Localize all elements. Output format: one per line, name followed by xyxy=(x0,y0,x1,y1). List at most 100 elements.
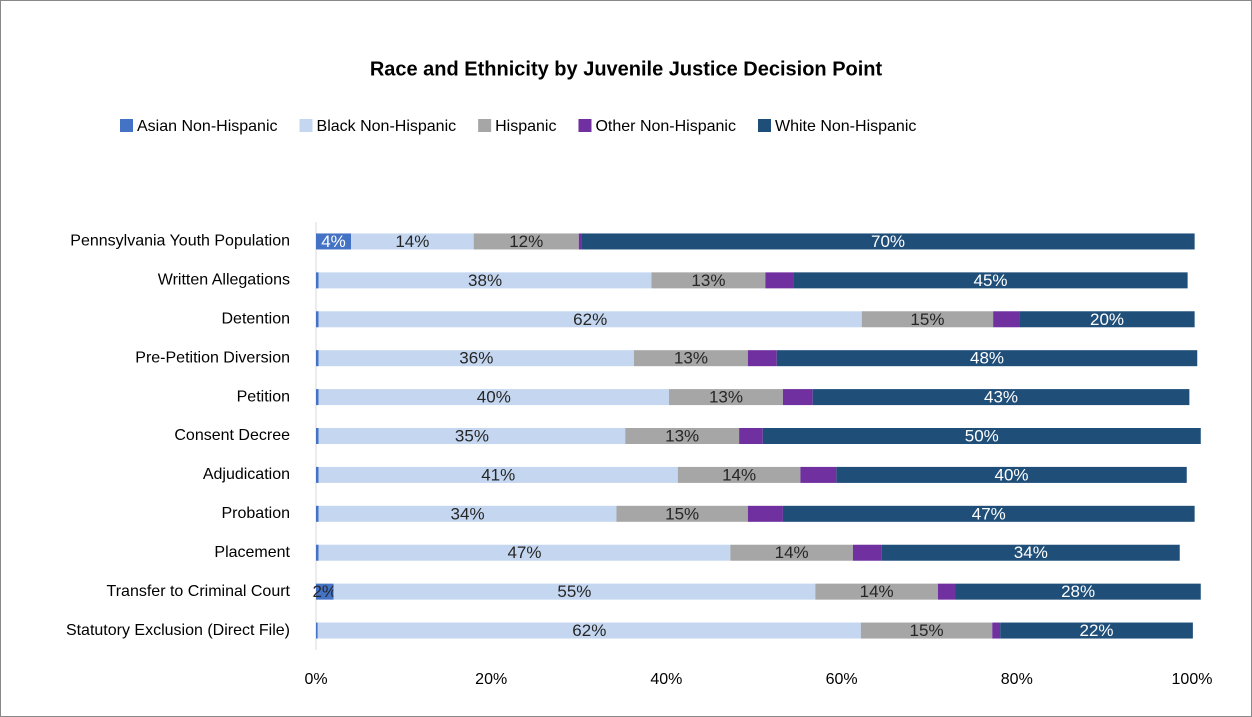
x-tick-label: 0% xyxy=(304,671,327,688)
bar-segment xyxy=(318,466,678,483)
y-tick-label: Detention xyxy=(222,310,291,327)
y-tick-label: Petition xyxy=(237,388,290,405)
bar-segment xyxy=(316,311,319,328)
y-tick-label: Placement xyxy=(214,544,290,561)
bar-segment xyxy=(765,272,794,289)
y-tick-label: Pennsylvania Youth Population xyxy=(70,233,290,250)
bar-segment xyxy=(316,389,319,406)
legend-label: Other Non-Hispanic xyxy=(595,118,736,135)
data-label: 2% xyxy=(312,582,337,601)
data-label: 34% xyxy=(451,504,485,523)
bar-segment xyxy=(739,428,763,444)
data-label: 38% xyxy=(468,271,502,290)
legend-swatch xyxy=(578,119,592,132)
data-label: 14% xyxy=(860,582,894,601)
legend-swatch xyxy=(120,119,133,132)
bar-segment xyxy=(677,466,801,483)
bar-segment xyxy=(852,544,882,561)
bar-segment xyxy=(762,428,1201,444)
bar-segment xyxy=(815,583,938,600)
bar-segment xyxy=(1019,311,1195,328)
legend-swatch xyxy=(478,119,492,132)
bar-segment xyxy=(316,505,319,522)
data-label: 43% xyxy=(984,388,1018,407)
data-label: 62% xyxy=(572,621,606,640)
bar-segment xyxy=(836,466,1187,483)
bar-segment xyxy=(1000,622,1193,639)
y-tick-label: Consent Decree xyxy=(174,427,290,444)
bar-segment xyxy=(793,272,1188,289)
data-label: 12% xyxy=(509,232,543,251)
bar-segment xyxy=(317,622,861,639)
bar-segment xyxy=(633,350,748,367)
bar-segment xyxy=(992,622,1001,639)
bar-segment xyxy=(473,233,579,250)
data-label: 14% xyxy=(395,232,429,251)
data-label: 15% xyxy=(910,310,944,329)
bar-segment xyxy=(316,583,334,600)
bar-segment xyxy=(782,389,813,406)
data-label: 14% xyxy=(722,465,756,484)
bar-segment xyxy=(316,350,319,367)
data-label: 13% xyxy=(691,271,725,290)
bar-segment xyxy=(861,311,994,328)
bar-segment xyxy=(776,350,1198,367)
data-label: 50% xyxy=(965,426,999,445)
data-label: 20% xyxy=(1090,310,1124,329)
bar-segment xyxy=(860,622,993,639)
bar-segment xyxy=(993,311,1020,328)
data-label: 70% xyxy=(871,232,905,251)
bar-segment xyxy=(351,233,474,250)
bar-segment xyxy=(747,350,777,367)
bar-segment xyxy=(730,544,853,561)
bar-segment xyxy=(333,583,816,600)
data-label: 14% xyxy=(775,543,809,562)
data-label: 34% xyxy=(1014,543,1048,562)
y-tick-label: Written Allegations xyxy=(158,272,290,289)
bar-segment xyxy=(316,544,319,561)
x-tick-label: 20% xyxy=(475,671,507,688)
legend-label: Asian Non-Hispanic xyxy=(137,118,278,135)
data-label: 13% xyxy=(665,426,699,445)
data-label: 40% xyxy=(995,465,1029,484)
data-label: 13% xyxy=(709,388,743,407)
x-tick-label: 100% xyxy=(1172,671,1213,688)
data-label: 47% xyxy=(972,504,1006,523)
bar-segment xyxy=(812,389,1190,406)
y-tick-label: Transfer to Criminal Court xyxy=(107,583,291,600)
bar-segment xyxy=(578,233,582,250)
data-label: 15% xyxy=(910,621,944,640)
bar-segment xyxy=(316,622,318,639)
bar-segment xyxy=(782,505,1195,522)
bar-segment xyxy=(316,233,352,250)
data-label: 47% xyxy=(507,543,541,562)
bar-segment xyxy=(318,272,652,289)
bar-segment xyxy=(318,505,617,522)
bar-segment xyxy=(318,544,731,561)
bar-segment xyxy=(316,466,319,483)
data-label: 48% xyxy=(970,349,1004,368)
x-tick-label: 40% xyxy=(650,671,682,688)
legend-swatch xyxy=(757,119,771,132)
x-tick-label: 60% xyxy=(826,671,858,688)
data-label: 55% xyxy=(557,582,591,601)
bar-segment xyxy=(316,428,319,444)
bar-segment xyxy=(937,583,956,600)
y-tick-label: Statutory Exclusion (Direct File) xyxy=(66,622,290,639)
data-label: 22% xyxy=(1080,621,1114,640)
data-label: 41% xyxy=(481,465,515,484)
data-label: 45% xyxy=(974,271,1008,290)
bar-segment xyxy=(955,583,1201,600)
legend-label: Hispanic xyxy=(495,118,556,135)
legend-label: Black Non-Hispanic xyxy=(317,118,457,135)
bar-segment xyxy=(318,350,634,367)
bar-segment xyxy=(625,428,740,444)
data-label: 13% xyxy=(674,349,708,368)
bar-segment xyxy=(881,544,1180,561)
bar-segment xyxy=(581,233,1195,250)
bar-segment xyxy=(316,272,319,289)
y-tick-label: Pre-Petition Diversion xyxy=(135,349,290,366)
data-label: 15% xyxy=(665,504,699,523)
y-tick-label: Adjudication xyxy=(203,466,290,483)
